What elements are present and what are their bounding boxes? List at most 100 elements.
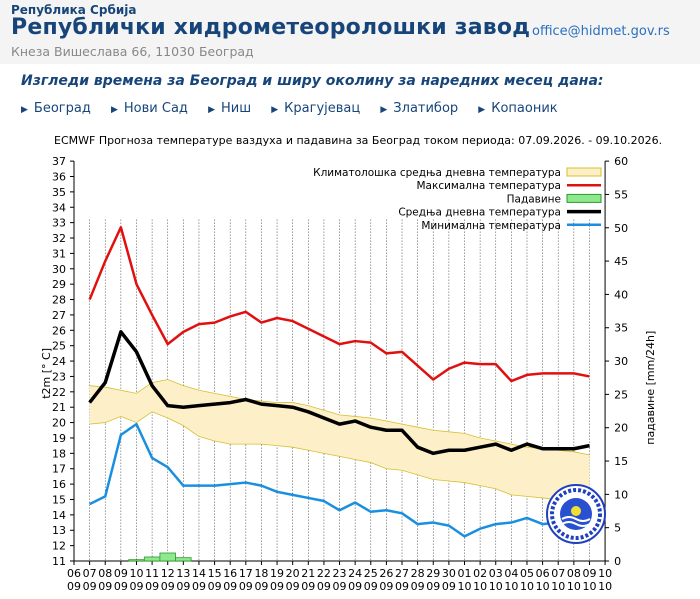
y-tick-label: 15 [52, 493, 66, 506]
x-tick-month: 09 [317, 580, 331, 593]
city-link-label: Ниш [220, 101, 252, 116]
max-temp-line [88, 226, 590, 383]
y2-tick-label: 35 [614, 322, 628, 335]
triangle-right-icon: ▶ [478, 105, 486, 115]
city-link-label: Крагујевац [284, 101, 361, 116]
x-tick-day: 10 [598, 567, 612, 580]
rhmz-logo-icon [546, 484, 606, 544]
y2-tick-label: 10 [614, 488, 628, 501]
x-tick-month: 09 [161, 580, 175, 593]
institute-title: Републички хидрометеоролошки завод [11, 15, 531, 40]
city-links: ▶ Београд ▶ Нови Сад ▶ Ниш ▶ Крагујевац ▶ Зла… [21, 101, 574, 116]
x-tick-month: 10 [458, 580, 472, 593]
y2-tick-label: 15 [614, 455, 628, 468]
climatology-band [89, 379, 590, 500]
temperature-chart: 1112131415161718192021222324252627282930… [40, 155, 657, 593]
x-tick-day: 20 [286, 567, 300, 580]
climatology-upper-edge [89, 379, 590, 456]
x-tick-month: 10 [551, 580, 565, 593]
legend-label: Климатолошка средња дневна температура [313, 167, 561, 179]
x-tick-day: 06 [536, 567, 550, 580]
x-tick-month: 10 [520, 580, 534, 593]
y-tick-label: 19 [52, 432, 66, 445]
city-link-kopaonik[interactable]: ▶ Копаоник [478, 101, 557, 116]
triangle-right-icon: ▶ [380, 105, 388, 115]
x-tick-month: 09 [192, 580, 206, 593]
y-tick-label: 33 [52, 217, 66, 230]
y-tick-label: 37 [52, 155, 66, 168]
mean-temp-line [88, 330, 590, 456]
triangle-right-icon: ▶ [208, 105, 215, 115]
x-tick-month: 09 [411, 580, 425, 593]
y-tick-label: 29 [52, 278, 66, 291]
city-link-label: Копаоник [491, 101, 558, 116]
x-tick-day: 07 [83, 567, 97, 580]
city-link-label: Нови Сад [123, 101, 188, 116]
x-tick-month: 09 [426, 580, 440, 593]
legend-label: Максимална температура [417, 180, 562, 192]
x-tick-day: 02 [473, 567, 487, 580]
x-tick-day: 08 [98, 567, 112, 580]
y2-tick-label: 30 [614, 355, 628, 368]
x-tick-day: 16 [223, 567, 237, 580]
precip-bar [175, 557, 192, 562]
y-tick-label: 35 [52, 186, 66, 199]
legend-swatch-climatology [566, 167, 602, 177]
y-tick-label: 30 [52, 263, 66, 276]
x-tick-day: 25 [364, 567, 378, 580]
city-link-novi-sad[interactable]: ▶ Нови Сад [111, 101, 188, 116]
x-tick-month: 09 [129, 580, 143, 593]
city-link-nis[interactable]: ▶ Ниш [208, 101, 251, 116]
y-tick-label: 17 [52, 463, 66, 476]
x-tick-day: 29 [426, 567, 440, 580]
y-tick-label: 13 [52, 524, 66, 537]
x-tick-day: 14 [192, 567, 206, 580]
x-tick-month: 10 [598, 580, 612, 593]
city-link-label: Београд [33, 101, 91, 116]
triangle-right-icon: ▶ [21, 105, 28, 115]
email-link[interactable]: office@hidmet.gov.rs [532, 24, 670, 39]
x-tick-month: 09 [145, 580, 159, 593]
y-tick-label: 26 [52, 324, 66, 337]
city-link-kragujevac[interactable]: ▶ Крагујевац [271, 101, 360, 116]
x-tick-day: 27 [395, 567, 409, 580]
republic-label: Република Србија [11, 3, 137, 17]
y-tick-label: 28 [52, 294, 66, 307]
x-tick-day: 09 [114, 567, 128, 580]
city-link-zlatibor[interactable]: ▶ Златибор [380, 101, 458, 116]
x-tick-month: 10 [489, 580, 503, 593]
city-link-belgrade[interactable]: ▶ Београд [21, 101, 91, 116]
y-tick-label: 34 [52, 201, 66, 214]
x-tick-day: 12 [161, 567, 175, 580]
legend-label: Средња дневна температура [398, 207, 561, 219]
x-tick-month: 09 [83, 580, 97, 593]
y-tick-label: 11 [52, 555, 66, 568]
y-tick-label: 36 [52, 171, 66, 184]
x-tick-day: 05 [520, 567, 534, 580]
y2-tick-label: 5 [614, 522, 621, 535]
x-tick-month: 09 [348, 580, 362, 593]
chart-title: ECMWF Прогноза температуре ваздуха и пад… [54, 134, 663, 147]
legend-label: Падавине [507, 193, 561, 205]
y2-tick-label: 50 [614, 222, 628, 235]
x-tick-month: 09 [114, 580, 128, 593]
x-tick-month: 09 [270, 580, 284, 593]
x-tick-day: 03 [489, 567, 503, 580]
x-tick-month: 10 [582, 580, 596, 593]
precip-bar [159, 552, 176, 562]
y-tick-label: 25 [52, 340, 66, 353]
x-tick-day: 26 [379, 567, 393, 580]
x-tick-day: 30 [442, 567, 456, 580]
x-tick-month: 09 [333, 580, 347, 593]
y2-axis-label: падавине [mm/24h] [644, 331, 657, 445]
precip-bar [143, 556, 161, 562]
y-tick-label: 27 [52, 309, 66, 322]
y2-tick-label: 20 [614, 422, 628, 435]
min-temp-line [89, 422, 590, 538]
city-link-label: Златибор [393, 101, 459, 116]
y2-tick-label: 40 [614, 288, 628, 301]
address: Кнеза Вишеслава 66, 11030 Београд [11, 44, 254, 59]
x-tick-month: 09 [254, 580, 268, 593]
triangle-right-icon: ▶ [271, 105, 279, 115]
x-tick-month: 10 [504, 580, 518, 593]
